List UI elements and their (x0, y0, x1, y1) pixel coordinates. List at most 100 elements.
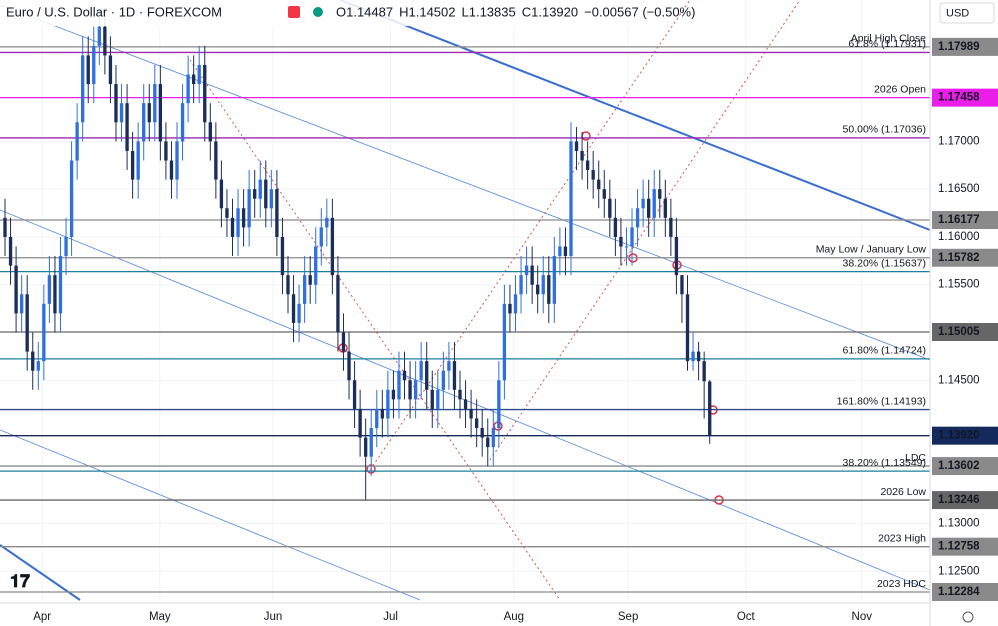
candle-body (208, 122, 212, 142)
candle-body (75, 122, 79, 161)
y-tick-label: 1.12500 (938, 565, 980, 577)
candle-body (147, 103, 151, 123)
currency-button[interactable] (939, 2, 995, 24)
candle-body (264, 179, 268, 209)
level-text: 2023 HDC (877, 578, 926, 590)
candle-body (552, 256, 557, 304)
candle-body (8, 236, 13, 266)
candle-body (325, 217, 329, 228)
candle-body (336, 275, 340, 333)
candle-body (647, 198, 651, 218)
candle-body (391, 389, 396, 400)
flag-icon[interactable] (288, 6, 300, 18)
candle-body (491, 428, 495, 448)
candle-body (658, 189, 662, 199)
price-label-box (932, 457, 998, 476)
candle-body (591, 170, 595, 180)
level-text: April High Close (851, 33, 926, 45)
candle-body (214, 141, 218, 180)
candle-body (541, 275, 545, 295)
candle-body (397, 370, 401, 400)
candle-body (441, 370, 446, 390)
candle-body (641, 198, 645, 209)
level-text: LDC (905, 452, 926, 464)
axis-labels: 1.17000 1.16500 1.16000 1.15500 1.14500 1.130… (33, 37, 998, 623)
candle-body (691, 351, 695, 362)
candle-body (347, 351, 351, 381)
trend-line (0, 4, 931, 361)
candle-body (469, 408, 473, 419)
candle-body (297, 303, 301, 323)
candle-body (480, 428, 484, 438)
level-text: 38.20% (1.13549) (843, 457, 926, 469)
price-label: 1.16177 (938, 214, 980, 226)
candle-body (253, 189, 257, 199)
candle-body (502, 303, 507, 381)
candle-body (153, 84, 157, 123)
candle-body (402, 370, 407, 381)
candle-body (519, 275, 523, 295)
candle-body (86, 55, 90, 85)
candle-body (430, 389, 434, 409)
candle-body (513, 294, 518, 314)
candle-body (319, 227, 323, 247)
x-tick-label: Aug (504, 611, 524, 623)
ohlc-value: C1.13920 (522, 4, 578, 19)
candle-body (314, 246, 318, 285)
level-text: 2023 High (878, 532, 926, 544)
candle-body (47, 275, 52, 304)
candle-body (258, 179, 262, 199)
settings-icon[interactable] (962, 611, 974, 623)
currency-label: USD (946, 7, 969, 19)
candle-body (3, 217, 7, 237)
candle-body (652, 189, 656, 218)
ohlc-value: H1.14502 (399, 4, 455, 19)
candle-body (369, 428, 373, 457)
candle-body (497, 380, 501, 429)
candle-body (608, 198, 612, 218)
candle-body (69, 160, 74, 237)
candle-body (547, 275, 551, 304)
price-label: 1.12758 (938, 541, 980, 553)
header: Euro / U.S. Dollar · 1D · FOREXCOM O1.14… (0, 0, 695, 26)
price-label-box (932, 37, 998, 56)
candle-body (269, 189, 274, 209)
x-tick-label: Jun (264, 611, 283, 623)
candle-body (64, 236, 68, 257)
candle-body (330, 217, 335, 276)
candle-body (175, 141, 179, 180)
candle-body (386, 389, 390, 419)
trend-line (0, 544, 81, 601)
candle-body (708, 381, 712, 436)
candle-body (524, 265, 529, 276)
candle-body (203, 64, 207, 123)
candle-body (558, 246, 562, 257)
candle-body (674, 236, 679, 276)
price-label: 1.13920 (938, 430, 980, 442)
candle-body (130, 150, 135, 180)
candle-body (352, 380, 357, 409)
candle-body (225, 208, 229, 218)
candle-body (236, 208, 240, 237)
x-tick-label: May (149, 611, 171, 623)
candle-body (280, 236, 285, 276)
candle-body (408, 380, 412, 400)
candle-body (53, 275, 57, 314)
candle-body (413, 380, 418, 400)
price-label-box (932, 537, 998, 556)
candle-body (635, 208, 640, 228)
price-label-box (932, 491, 998, 510)
candle-body (36, 361, 40, 371)
level-text: May Low / January Low (816, 244, 927, 256)
candle-body (436, 389, 440, 409)
price-label-box (932, 323, 998, 342)
price-label-box (932, 88, 998, 107)
price-label: 1.12284 (938, 586, 980, 598)
candle-body (685, 294, 690, 362)
level-text: 2026 Open (874, 83, 926, 95)
candle-body (530, 265, 534, 285)
price-label: 1.13246 (938, 494, 980, 506)
candle-body (186, 74, 190, 104)
